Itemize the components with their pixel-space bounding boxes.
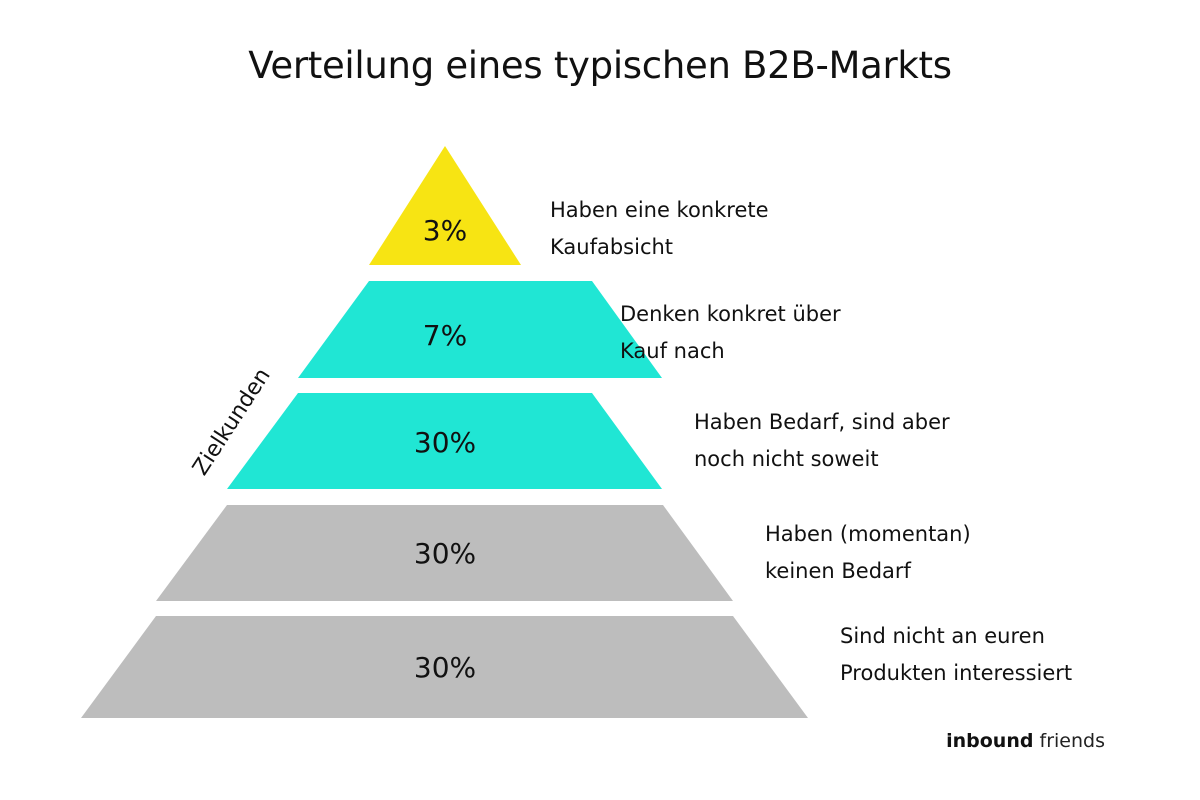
tier-5-description: Sind nicht an euren Produkten interessie… — [840, 618, 1072, 692]
tier-2-description-line1: Denken konkret über — [620, 302, 841, 326]
tier-2-description: Denken konkret über Kauf nach — [620, 296, 841, 370]
tier-apex-triangle — [369, 146, 521, 265]
tier-5-description-line1: Sind nicht an euren — [840, 624, 1045, 648]
page-title: Verteilung eines typischen B2B-Markts — [248, 44, 952, 87]
tier-3-percent: 30% — [414, 426, 476, 459]
tier-1-description-line1: Haben eine konkrete — [550, 198, 769, 222]
tier-5-percent: 30% — [414, 651, 476, 684]
brand-logo-part1: inbound — [946, 730, 1034, 752]
tier-2-trapezoid — [298, 281, 662, 378]
tier-3-description-line1: Haben Bedarf, sind aber — [694, 410, 950, 434]
tier-2-description-line2: Kauf nach — [620, 339, 725, 363]
tier-1-description-line2: Kaufabsicht — [550, 235, 674, 259]
tier-1-percent: 3% — [423, 214, 467, 247]
tier-4-description-line2: keinen Bedarf — [765, 559, 911, 583]
brand-logo-part2: friends — [1039, 730, 1105, 752]
tier-base-trapezoid — [81, 616, 808, 718]
tier-4-trapezoid — [156, 505, 733, 601]
tier-3-description-line2: noch nicht soweit — [694, 447, 879, 471]
tier-4-description: Haben (momentan) keinen Bedarf — [765, 516, 971, 590]
tier-3-trapezoid — [227, 393, 662, 489]
tier-1-description: Haben eine konkrete Kaufabsicht — [550, 192, 769, 266]
tier-3-description: Haben Bedarf, sind aber noch nicht sowei… — [694, 404, 950, 478]
tier-2-percent: 7% — [423, 319, 467, 352]
brand-logo: inbound friends — [946, 730, 1105, 752]
tier-4-description-line1: Haben (momentan) — [765, 522, 971, 546]
tier-5-description-line2: Produkten interessiert — [840, 661, 1073, 685]
tier-4-percent: 30% — [414, 537, 476, 570]
